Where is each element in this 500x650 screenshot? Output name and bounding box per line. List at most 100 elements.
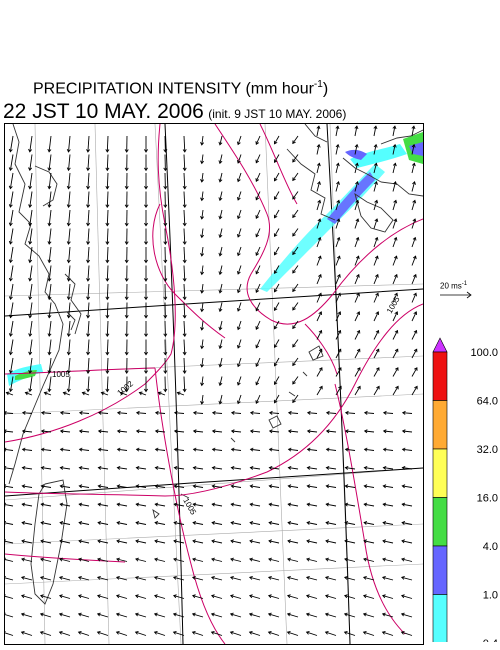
wind-arrow-head — [211, 557, 215, 562]
wind-arrow-head — [78, 484, 83, 489]
wind-arrow-shaft — [335, 126, 339, 137]
wind-arrow-shaft — [373, 144, 377, 155]
wind-arrow-head — [218, 160, 223, 165]
wind-arrow-shaft — [116, 631, 128, 636]
wind-arrow-head — [97, 465, 102, 470]
wind-arrow-head — [154, 539, 158, 544]
wind-arrow-head — [211, 520, 216, 525]
wind-arrow-head — [124, 167, 129, 172]
wind-arrow-shaft — [68, 209, 71, 226]
wind-arrow-head — [200, 364, 205, 368]
wind-arrow-head — [21, 520, 26, 525]
wind-arrow-shaft — [335, 330, 341, 340]
wind-arrow-head — [100, 391, 105, 396]
wind-arrow-head — [144, 351, 148, 356]
wind-arrow-shaft — [87, 246, 90, 263]
wind-arrow-head — [273, 140, 278, 145]
wind-arrow-head — [124, 259, 129, 264]
wind-arrow-head — [153, 594, 158, 599]
wind-arrow-shaft — [316, 181, 321, 192]
wind-arrow-shaft — [97, 558, 109, 562]
wind-arrow-shaft — [373, 274, 379, 285]
wind-arrow-shaft — [364, 412, 375, 414]
colorbar-top-triangle — [432, 337, 448, 353]
wind-arrow-head — [394, 273, 398, 278]
wind-arrow-head — [124, 222, 129, 227]
wind-arrow-head — [47, 241, 52, 245]
wind-arrow-shaft — [183, 246, 186, 263]
wind-arrow-head — [163, 259, 168, 264]
wind-arrow-shaft — [117, 430, 128, 433]
wind-arrow-shaft — [59, 576, 71, 581]
wind-arrow-head — [163, 204, 168, 209]
wind-arrow-shaft — [316, 218, 321, 229]
wind-arrow-shaft — [230, 558, 242, 562]
wind-arrow-shaft — [41, 412, 52, 414]
wind-arrow-shaft — [344, 613, 356, 618]
wind-arrow-head — [325, 557, 329, 562]
wind-arrow-shaft — [98, 467, 109, 470]
wind-arrow-head — [344, 539, 348, 544]
wind-arrow-shaft — [344, 576, 356, 581]
wind-arrow-shaft — [219, 191, 223, 201]
wind-arrow-head — [355, 255, 360, 260]
wind-arrow-shaft — [335, 348, 342, 359]
wind-arrow-head — [249, 520, 254, 525]
wind-arrow-shaft — [411, 293, 417, 303]
wind-arrow-head — [78, 502, 83, 507]
wind-arrow-head — [316, 162, 321, 167]
wind-arrow-head — [382, 429, 387, 434]
wind-arrow-shaft — [363, 540, 375, 544]
wind-arrow-head — [306, 502, 311, 507]
wind-arrow-shaft — [326, 522, 337, 525]
wind-arrow-shaft — [212, 503, 223, 507]
colorbar-level-label: 32.0 — [477, 444, 498, 456]
wind-arrow-head — [105, 314, 110, 319]
wind-arrow-head — [40, 410, 45, 415]
wind-arrow-head — [77, 630, 82, 635]
wind-arrow-shaft — [117, 522, 128, 525]
wind-arrow-head — [392, 125, 397, 130]
wind-arrow-shaft — [29, 265, 33, 281]
wind-arrow-head — [318, 348, 323, 353]
wind-arrow-head — [40, 539, 44, 544]
wind-arrow-head — [344, 429, 349, 434]
wind-arrow-head — [401, 410, 406, 415]
wind-arrow-head — [292, 214, 296, 219]
wind-arrow-shaft — [29, 283, 33, 300]
wind-arrow-head — [116, 557, 120, 562]
colorbar-level-label: 100.0 — [470, 347, 498, 359]
wind-arrow-shaft — [41, 522, 52, 525]
wind-arrow-shaft — [68, 357, 71, 374]
wind-arrow-head — [292, 306, 296, 311]
wind-arrow-shaft — [392, 237, 397, 248]
wind-arrow-shaft — [354, 237, 359, 248]
wind-arrow-shaft — [411, 218, 416, 229]
wind-arrow-head — [255, 233, 260, 238]
wind-arrow-head — [124, 351, 129, 356]
wind-arrow-head — [318, 292, 322, 297]
wind-arrow-shaft — [373, 237, 378, 248]
wind-arrow-shaft — [255, 191, 261, 200]
wind-arrow-head — [273, 270, 278, 275]
wind-arrow-shaft — [154, 631, 166, 636]
wind-arrow-head — [381, 630, 386, 635]
wind-arrow-shaft — [373, 330, 379, 340]
wind-arrow-head — [66, 333, 71, 338]
wind-arrow-shaft — [87, 172, 90, 189]
wind-arrow-head — [210, 575, 215, 580]
wind-arrow-head — [116, 502, 121, 507]
wind-arrow-shaft — [183, 209, 186, 226]
wind-arrow-shaft — [98, 448, 109, 451]
wind-arrow-head — [273, 399, 278, 404]
wind-arrow-head — [163, 351, 168, 356]
wind-arrow-shaft — [116, 613, 128, 618]
wind-arrow-head — [78, 447, 83, 452]
wind-arrow-head — [218, 289, 223, 294]
wind-arrow-shaft — [183, 191, 186, 208]
wind-arrow-shaft — [335, 293, 341, 303]
isobars — [5, 124, 423, 644]
wind-arrow-shaft — [325, 595, 337, 599]
wind-arrow-head — [236, 233, 241, 238]
wind-arrow-head — [8, 314, 13, 319]
